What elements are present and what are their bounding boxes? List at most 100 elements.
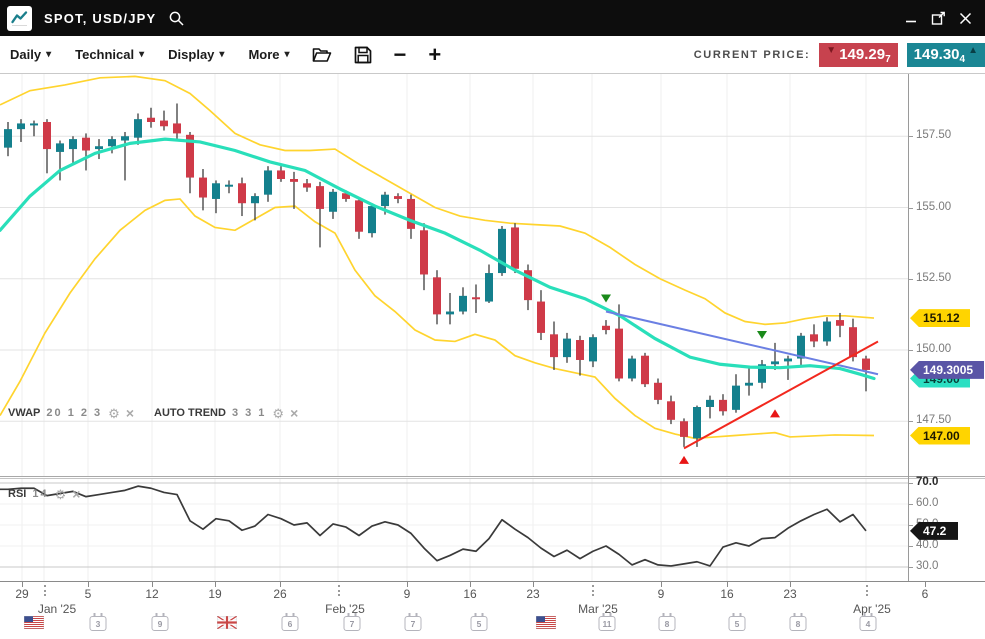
price-tag: 149.3005	[910, 360, 984, 379]
time-tick-mark	[790, 582, 791, 587]
event-day-number: 3	[95, 618, 101, 629]
time-tick-mark	[215, 582, 216, 587]
rsi-tick-mark	[909, 525, 913, 526]
event-day-number: 6	[287, 618, 293, 629]
buy-signal-icon	[679, 455, 689, 464]
menu-technical[interactable]: Technical ▾	[75, 47, 144, 62]
time-tick-label: 5	[84, 587, 92, 601]
time-axis: 29 5 12 19 26 9 16 23 9 16 23 6 Jan '25 Feb '25 Mar '2…	[0, 581, 985, 639]
event-icon-calendar[interactable]: 11	[598, 613, 616, 631]
event-icon-calendar[interactable]: 6	[281, 613, 299, 631]
popout-button[interactable]	[928, 8, 948, 28]
ask-price-badge: 149.30 4 ▲	[906, 42, 985, 67]
event-day-number: 7	[349, 618, 355, 629]
autotrend-settings-icon[interactable]: ⚙	[272, 405, 285, 421]
menu-more[interactable]: More ▾	[248, 47, 289, 62]
month-label: Mar '25	[578, 602, 618, 616]
window-title-bar: SPOT, USD/JPY	[0, 0, 985, 36]
zoom-out-icon[interactable]: −	[393, 41, 407, 67]
rsi-settings-icon[interactable]: ⚙	[54, 486, 67, 502]
time-tick-label: 23	[783, 587, 797, 601]
event-icon-calendar[interactable]: 7	[343, 613, 361, 631]
time-tick-label: 12	[145, 587, 159, 601]
event-day-number: 4	[865, 618, 871, 629]
event-icon-flag-uk[interactable]	[216, 614, 238, 634]
event-icon-calendar[interactable]: 5	[470, 613, 488, 631]
price-tick-mark	[909, 208, 913, 209]
month-label: Apr '25	[853, 602, 891, 616]
time-tick-label: 19	[208, 587, 222, 601]
rsi-tick-label: 70.0	[916, 476, 939, 488]
time-tick-label: 6	[921, 587, 929, 601]
window-controls	[901, 8, 985, 28]
price-tick-mark	[909, 350, 913, 351]
bid-price-badge: ▼ 149.29 7	[819, 42, 898, 67]
close-button[interactable]	[955, 8, 975, 28]
time-tick-label: 23	[526, 587, 540, 601]
vwap-indicator-params: 20 1 2 3	[46, 407, 103, 419]
search-icon[interactable]	[168, 10, 185, 27]
event-icon-flag-us[interactable]	[23, 615, 45, 634]
time-tick-label: 9	[403, 587, 411, 601]
window-title: SPOT, USD/JPY	[44, 10, 157, 26]
autotrend-remove-icon[interactable]: ×	[290, 405, 299, 421]
price-tick-label: 150.00	[916, 343, 952, 355]
time-tick-mark	[88, 582, 89, 587]
chevron-down-icon: ▾	[139, 49, 145, 60]
event-icon-calendar[interactable]: 9	[151, 613, 169, 631]
price-tick-mark	[909, 279, 913, 280]
event-icon-calendar[interactable]: 7	[404, 613, 422, 631]
price-tick-mark	[909, 421, 913, 422]
menu-display[interactable]: Display ▾	[168, 47, 224, 62]
chevron-down-icon: ▾	[284, 49, 290, 60]
bid-pip-digit: 7	[885, 53, 891, 65]
menu-daily[interactable]: Daily ▾	[10, 47, 51, 62]
app-logo-icon	[7, 5, 32, 31]
vwap-remove-icon[interactable]: ×	[125, 405, 135, 421]
time-tick-mark	[152, 582, 153, 587]
month-boundary-marker	[592, 585, 595, 596]
open-file-icon[interactable]	[312, 46, 332, 63]
indicator-labels-row: VWAP 20 1 2 3 ⚙ × AUTO TREND 3 3 1 ⚙ ×	[8, 406, 298, 420]
vwap-indicator-label: VWAP	[8, 407, 41, 419]
time-tick-mark	[470, 582, 471, 587]
month-boundary-marker	[338, 585, 341, 596]
trendline-support	[683, 340, 879, 450]
rsi-tick-label: 40.0	[916, 539, 939, 551]
save-icon[interactable]	[354, 46, 372, 64]
rsi-value-tag: 47.2	[910, 521, 958, 540]
minimize-button[interactable]	[901, 8, 921, 28]
ask-price-value: 149.30	[913, 46, 960, 63]
event-icon-calendar[interactable]: 4	[859, 613, 877, 631]
autotrend-indicator-params: 3 3 1	[231, 407, 267, 419]
month-label: Feb '25	[325, 602, 365, 616]
menu-label: Daily	[10, 47, 42, 62]
panel-separator	[0, 476, 985, 477]
time-tick-mark	[407, 582, 408, 587]
event-icon-calendar[interactable]: 8	[658, 613, 676, 631]
time-tick-label: 29	[15, 587, 29, 601]
price-tick-label: 157.50	[916, 129, 952, 142]
rsi-chart[interactable]	[0, 479, 985, 581]
rsi-tick-mark	[909, 504, 913, 505]
main-chart[interactable]	[0, 74, 985, 476]
time-tick-mark	[727, 582, 728, 587]
price-axis: 157.50155.00152.50150.00147.5070.060.050…	[908, 74, 985, 581]
rsi-remove-icon[interactable]: ×	[72, 486, 81, 502]
price-tick-mark	[909, 136, 913, 137]
event-icon-calendar[interactable]: 5	[728, 613, 746, 631]
time-tick-label: 16	[463, 587, 477, 601]
event-day-number: 11	[602, 618, 612, 629]
rsi-tick-label: 30.0	[916, 560, 939, 572]
time-tick-label: 16	[720, 587, 734, 601]
event-icon-calendar[interactable]: 3	[89, 613, 107, 631]
event-icon-calendar[interactable]: 8	[789, 613, 807, 631]
zoom-in-icon[interactable]: +	[428, 41, 442, 67]
month-boundary-marker	[866, 585, 869, 596]
rsi-tick-label: 60.0	[916, 497, 939, 509]
event-day-number: 9	[157, 618, 163, 629]
vwap-settings-icon[interactable]: ⚙	[108, 405, 120, 421]
event-icon-flag-us[interactable]	[535, 615, 557, 634]
rsi-label-row: RSI 14 ⚙ ×	[8, 487, 80, 501]
